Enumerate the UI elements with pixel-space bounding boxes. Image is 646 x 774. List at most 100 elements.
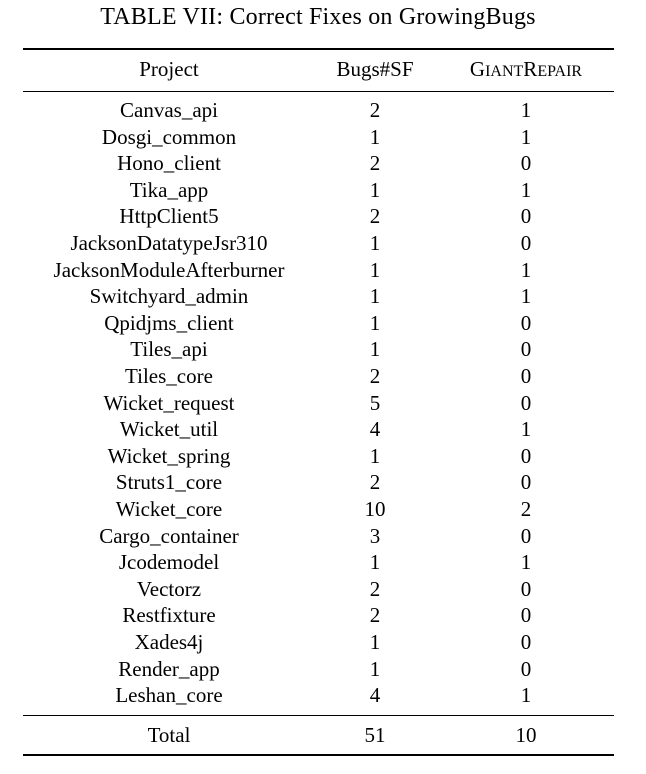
cell-giantrepair: 0 xyxy=(520,151,532,176)
cell-bugs: 2 xyxy=(369,98,381,122)
cell-bugs: 1 xyxy=(369,177,381,202)
cell-giantrepair: 1 xyxy=(520,284,532,309)
cell-bugs: 1 xyxy=(369,310,381,335)
table-caption: TABLE VII: Correct Fixes on GrowingBugs xyxy=(100,4,536,30)
cell-bugs: 4 xyxy=(369,417,381,442)
cell-project: Qpidjms_client xyxy=(104,310,234,335)
table-row: Leshan_core 4 1 xyxy=(23,682,614,709)
total-row: Total 51 10 xyxy=(23,722,614,749)
cell-giantrepair: 1 xyxy=(520,98,532,122)
cell-bugs: 4 xyxy=(369,683,381,708)
table-row: Struts1_core 2 0 xyxy=(23,469,614,496)
cell-giantrepair: 0 xyxy=(520,231,532,255)
cell-giantrepair: 0 xyxy=(520,310,532,335)
bottom-rule xyxy=(23,754,614,756)
cell-project: Jcodemodel xyxy=(118,550,220,575)
table-row: JacksonDatatypeJsr310 1 0 xyxy=(23,230,614,257)
cell-bugs: 1 xyxy=(369,550,381,575)
table-row: Tika_app 1 1 xyxy=(23,177,614,204)
cell-bugs: 5 xyxy=(369,390,381,415)
cell-project: Canvas_api xyxy=(120,98,218,122)
table-row: Wicket_request 5 0 xyxy=(23,390,614,417)
cell-giantrepair: 1 xyxy=(520,550,532,575)
total-bugs: 51 xyxy=(364,723,386,747)
table-row: Tiles_core 2 0 xyxy=(23,363,614,390)
total-giantrepair: 10 xyxy=(515,723,537,747)
total-rule xyxy=(23,715,614,716)
cell-project: Tika_app xyxy=(129,177,209,202)
table-row: HttpClient5 2 0 xyxy=(23,203,614,230)
table-row: Tiles_api 1 0 xyxy=(23,336,614,363)
cell-giantrepair: 1 xyxy=(520,177,532,202)
header-bugs: Bugs#SF xyxy=(336,57,414,81)
cell-project: Leshan_core xyxy=(115,683,223,708)
cell-giantrepair: 0 xyxy=(520,364,532,388)
table-row: Canvas_api 2 1 xyxy=(23,97,614,124)
cell-giantrepair: 0 xyxy=(520,390,532,415)
table-row: Xades4j 1 0 xyxy=(23,629,614,656)
table-row: Wicket_spring 1 0 xyxy=(23,443,614,470)
cell-project: Wicket_util xyxy=(119,417,219,442)
cell-bugs: 1 xyxy=(369,630,381,654)
top-rule xyxy=(23,48,614,50)
header-project: Project xyxy=(139,57,199,81)
table-row: Qpidjms_client 1 0 xyxy=(23,310,614,337)
table-row: Render_app 1 0 xyxy=(23,656,614,683)
header-rule xyxy=(23,91,614,92)
cell-project: Tiles_core xyxy=(125,364,213,388)
cell-project: Switchyard_admin xyxy=(89,284,249,309)
cell-bugs: 1 xyxy=(369,257,381,282)
cell-giantrepair: 1 xyxy=(520,683,532,708)
table-row: Wicket_util 4 1 xyxy=(23,416,614,443)
cell-project: JacksonDatatypeJsr310 xyxy=(70,231,268,255)
cell-giantrepair: 1 xyxy=(520,417,532,442)
cell-giantrepair: 0 xyxy=(520,204,532,229)
header-row: Project Bugs#SF GIANTREPAIR xyxy=(23,56,614,83)
cell-bugs: 2 xyxy=(369,204,381,229)
cell-giantrepair: 1 xyxy=(520,257,532,282)
table-row: Hono_client 2 0 xyxy=(23,150,614,177)
table-row: Cargo_container 3 0 xyxy=(23,523,614,550)
cell-giantrepair: 0 xyxy=(520,470,532,495)
cell-project: JacksonModuleAfterburner xyxy=(53,257,285,282)
cell-project: Struts1_core xyxy=(115,470,223,495)
cell-giantrepair: 0 xyxy=(520,337,532,362)
cell-bugs: 1 xyxy=(369,656,381,681)
table-row: Switchyard_admin 1 1 xyxy=(23,283,614,310)
cell-project: Cargo_container xyxy=(99,523,239,548)
cell-project: Wicket_core xyxy=(115,497,223,521)
cell-giantrepair: 0 xyxy=(520,656,532,681)
cell-giantrepair: 1 xyxy=(520,124,532,149)
cell-bugs: 2 xyxy=(369,470,381,495)
cell-bugs: 1 xyxy=(369,124,381,149)
cell-bugs: 3 xyxy=(369,523,381,548)
cell-giantrepair: 0 xyxy=(520,603,532,628)
table-body: Canvas_api 2 1 Dosgi_common 1 1 Hono_client 2 0 T… xyxy=(0,97,646,707)
cell-project: Vectorz xyxy=(136,576,202,601)
table-row: Jcodemodel 1 1 xyxy=(23,549,614,576)
cell-giantrepair: 0 xyxy=(520,443,532,468)
table-row: Vectorz 2 0 xyxy=(23,576,614,603)
cell-giantrepair: 0 xyxy=(520,576,532,601)
cell-giantrepair: 0 xyxy=(520,523,532,548)
cell-bugs: 1 xyxy=(369,443,381,468)
cell-bugs: 2 xyxy=(369,364,381,388)
table-row: Wicket_core 10 2 xyxy=(23,496,614,523)
total-label: Total xyxy=(147,723,191,747)
cell-project: Wicket_spring xyxy=(107,443,231,468)
cell-project: Xades4j xyxy=(134,630,204,654)
cell-project: Wicket_request xyxy=(103,390,235,415)
table-row: JacksonModuleAfterburner 1 1 xyxy=(23,257,614,284)
cell-project: Tiles_api xyxy=(130,337,208,362)
table-row: Restfixture 2 0 xyxy=(23,602,614,629)
cell-project: Restfixture xyxy=(122,603,216,628)
cell-bugs: 10 xyxy=(364,497,386,521)
cell-bugs: 2 xyxy=(369,603,381,628)
cell-bugs: 2 xyxy=(369,576,381,601)
cell-bugs: 1 xyxy=(369,284,381,309)
cell-bugs: 1 xyxy=(369,231,381,255)
cell-project: Dosgi_common xyxy=(101,124,237,149)
cell-giantrepair: 2 xyxy=(520,497,532,521)
cell-bugs: 1 xyxy=(369,337,381,362)
cell-bugs: 2 xyxy=(369,151,381,176)
